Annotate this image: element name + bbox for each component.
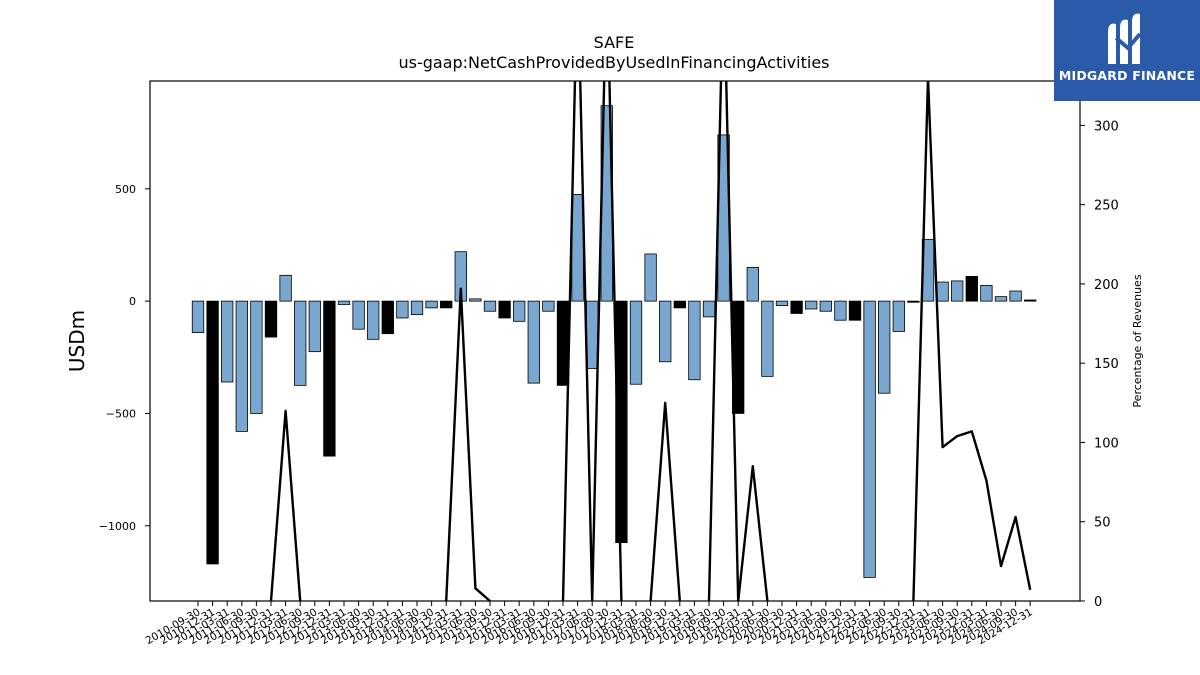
y-tick-label: 0 [129,295,136,308]
chart-subtitle: us-gaap:NetCashProvidedByUsedInFinancing… [398,53,829,72]
y-axis-label: USDm [65,310,89,372]
revenue-pct-line-segment [445,287,491,601]
bar-2015-09-30 [483,300,497,312]
y2-tick-label: 250 [1094,199,1119,214]
bar-2017-06-30 [586,300,599,369]
brand-logo: MIDGARD FINANCE [1054,0,1200,101]
bar-2015-06-30 [469,298,482,302]
bar-2017-12-31 [615,300,628,543]
revenue-pct-line-segment [649,401,681,601]
bar-2013-12-31 [381,300,394,335]
bar-2022-03-31 [863,300,876,578]
bar-2015-12-31 [498,300,511,319]
bar-2013-09-30 [367,300,380,340]
bar-2018-03-31 [629,300,643,385]
revenue-pct-line-segment [561,81,623,601]
bar-2016-06-30 [527,300,540,384]
y-tick-label: 500 [115,183,136,196]
y-tick-label: −1000 [99,520,136,533]
bar-2010-12-31 [206,300,219,565]
bar-2016-09-30 [542,300,555,312]
bar-2024-09-30 [1009,290,1022,302]
bar-2011-09-30 [250,300,263,414]
bar-2020-06-30 [761,300,774,377]
bar-2012-06-30 [294,300,307,386]
y2-tick-label: 50 [1094,516,1111,531]
bar-2023-09-30 [951,280,964,302]
bar-2021-09-30 [834,300,847,321]
bar-2013-06-30 [352,300,365,330]
bar-2012-12-31 [323,300,336,457]
plot-frame [149,80,1081,602]
bar-2017-03-31 [571,194,584,302]
y-axis-ticks: 500 0 −500 −1000 [99,183,150,533]
y2-tick-label: 100 [1094,436,1119,451]
y-tick-label: −500 [106,407,136,420]
bar-2021-06-30 [819,300,832,312]
bar-2021-12-31 [848,300,862,321]
bar-2011-03-31 [221,300,234,383]
brand-name: MIDGARD FINANCE [1058,68,1196,83]
bar-2018-09-30 [659,300,672,363]
y2-axis-label: Percentage of Revenues [1131,274,1144,407]
bar-2021-03-31 [805,300,818,310]
bar-2019-03-31 [688,300,701,381]
bar-2023-06-30 [936,281,949,302]
bar-2010-09-30 [191,300,205,333]
bar-2012-09-30 [308,300,321,353]
y2-tick-label: 0 [1094,595,1102,610]
bar-2022-12-31 [907,300,920,303]
bar-2018-06-30 [644,253,657,302]
y2-tick-label: 300 [1094,119,1119,134]
bar-series [191,105,1037,578]
revenue-pct-line-segment [707,81,769,601]
bar-2011-06-30 [235,300,248,432]
bar-2011-12-31 [264,300,278,338]
bar-2014-12-31 [440,300,453,309]
chart-title: SAFE [594,33,635,52]
bar-2024-06-30 [994,296,1008,302]
bar-2012-03-31 [279,274,292,302]
bar-2022-06-30 [878,300,891,394]
bar-2024-03-31 [980,285,993,302]
bar-2020-03-31 [746,267,759,302]
y2-tick-label: 200 [1094,278,1119,293]
midgard-logo-icon [1108,13,1142,64]
x-axis-ticks: 2010-09-302010-12-312011-03-312011-06-30… [144,601,1035,647]
y2-tick-label: 150 [1094,357,1119,372]
bar-2014-09-30 [425,300,438,309]
bar-2014-03-31 [396,300,409,319]
y2-axis-ticks: 0 50 100 150 200 250 300 [1080,119,1119,610]
bar-2020-09-30 [775,300,789,307]
bar-2023-12-31 [965,276,978,302]
bar-2019-06-30 [702,300,716,318]
bar-2024-12-31 [1024,299,1037,302]
bar-2013-03-31 [337,300,351,305]
line-series [269,81,1032,601]
bar-2022-09-30 [892,300,905,332]
bar-2014-06-30 [410,300,424,316]
bar-2016-12-31 [556,300,570,386]
revenue-pct-line-segment [269,409,302,601]
bar-2020-12-31 [790,300,803,314]
bar-2018-12-31 [673,300,686,309]
revenue-pct-line-segment [912,81,1032,601]
bar-2016-03-31 [513,300,526,322]
